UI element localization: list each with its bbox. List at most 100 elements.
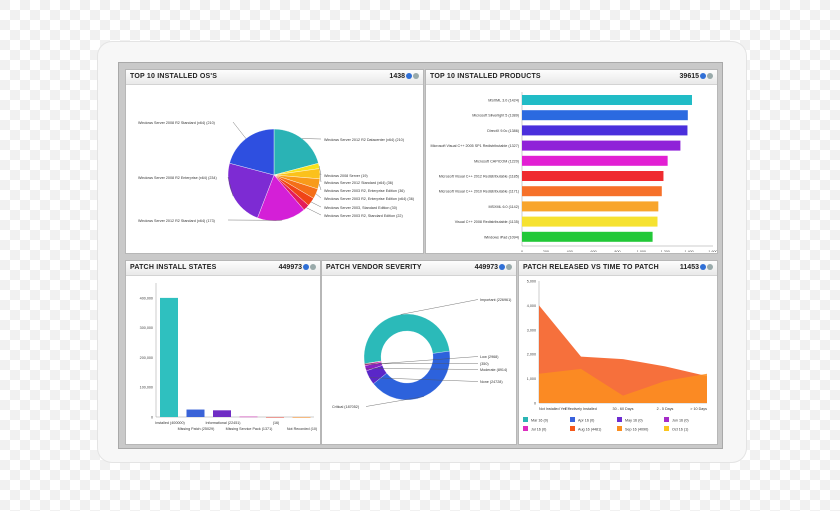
patch-install-x-label: Missing Service Pack (1371)	[226, 427, 273, 431]
patch-install-x-label: Missing Patch (25029)	[178, 427, 215, 431]
vendor-label-leader	[400, 299, 479, 315]
products-x-tick: 0	[521, 250, 523, 252]
os-slice-label: Windows Server 2012 Standard (x64) (36)	[324, 181, 393, 185]
vendor-panel-count: 449973	[474, 264, 498, 271]
link-icon[interactable]	[506, 264, 512, 270]
patch-install-bar	[292, 416, 311, 418]
info-icon[interactable]	[406, 73, 412, 79]
info-icon[interactable]	[700, 264, 706, 270]
vendor-donut-slice	[363, 313, 450, 364]
os-slice-label: Windows Server 2003, Standard Edition (3…	[324, 206, 397, 210]
os-panel-icons	[406, 73, 420, 80]
vendor-slice-label: Important (226961)	[480, 298, 511, 302]
os-pie-slice	[273, 128, 319, 176]
link-icon[interactable]	[707, 73, 713, 79]
products-panel-count: 39615	[679, 73, 699, 80]
patch-install-x-label: Informational (22451)	[205, 421, 240, 425]
products-bar-label: MSXML 3.0 (1424)	[488, 99, 519, 103]
released-legend-swatch	[570, 426, 575, 431]
released-legend-swatch	[664, 417, 669, 422]
products-panel-header: TOP 10 INSTALLED PRODUCTS 39615	[426, 70, 717, 85]
products-bar	[522, 201, 659, 212]
os-slice-label: Windows Server 2003 R2, Standard Edition…	[324, 214, 403, 218]
os-slice-label: Windows Server 2012 R2 Standard (x64) (1…	[138, 219, 215, 223]
vendor-label-leader	[369, 377, 479, 382]
products-bar-label: Visual C++ 2008 Redistributable (1135)	[455, 220, 519, 224]
released-legend-swatch	[570, 417, 575, 422]
released-legend-label: Jul 16 (0)	[531, 428, 546, 432]
vendor-slice-label: None (24728)	[480, 380, 503, 384]
products-x-tick: 200	[543, 250, 549, 252]
patch-install-bar	[213, 410, 231, 417]
products-x-tick: 1,200	[661, 250, 670, 252]
released-y-tick: 4,000	[527, 304, 536, 308]
os-panel-count: 1438	[389, 73, 405, 80]
products-bar	[522, 95, 692, 105]
released-legend-swatch	[617, 426, 622, 431]
products-panel: TOP 10 INSTALLED PRODUCTS 39615 MSXML 3.…	[425, 69, 718, 254]
products-bar	[522, 171, 664, 181]
os-slice-label: Windows Server 2003 R2, Enterprise Editi…	[324, 189, 405, 193]
products-x-tick: 1,600	[708, 250, 717, 252]
vendor-slice-label: Moderate (8914)	[480, 368, 507, 372]
products-panel-title: TOP 10 INSTALLED PRODUCTS	[430, 73, 541, 80]
os-label-leader	[227, 176, 234, 196]
info-icon[interactable]	[499, 264, 505, 270]
released-panel-title: PATCH RELEASED VS TIME TO PATCH	[523, 264, 659, 271]
released-x-label: > 10 Days	[690, 407, 707, 411]
os-slice-label: Windows Server 2003 R2, Enterprise Editi…	[324, 197, 414, 201]
os-pie-slice	[229, 128, 275, 176]
products-bar-label: Microsoft Visual C++ 2012 Redistributabl…	[439, 175, 519, 179]
products-bar-chart: MSXML 3.0 (1424) Microsoft Silverlight 5 …	[431, 92, 717, 252]
released-legend-label: May 16 (0)	[625, 419, 643, 423]
products-bar-label: Microsoft Silverlight 5 (1389)	[472, 114, 519, 118]
products-x-tick: 1,000	[637, 250, 646, 252]
os-label-leader	[232, 121, 247, 139]
released-x-label: Effectively Installed	[565, 407, 597, 411]
os-panel: TOP 10 INSTALLED OS'S 1438 Windows Serve…	[125, 69, 424, 254]
patch-install-x-label: (16)	[273, 421, 280, 425]
released-legend-label: Apr 16 (0)	[578, 419, 594, 423]
patch-install-bar	[186, 409, 205, 417]
link-icon[interactable]	[310, 264, 316, 270]
products-x-tick: 400	[567, 250, 573, 252]
patch-install-bar-chart: 0 100,000 200,000 300,000 400,000 Installed (…	[140, 283, 317, 431]
vendor-label-leader	[365, 396, 424, 407]
vendor-panel-header: PATCH VENDOR SEVERITY 449973	[322, 261, 516, 276]
products-bar	[522, 231, 653, 242]
released-x-label: 30 - 60 Days	[613, 407, 634, 411]
vendor-panel-title: PATCH VENDOR SEVERITY	[326, 264, 422, 271]
patch-install-panel-count: 449973	[278, 264, 302, 271]
vendor-label-leader	[364, 356, 479, 366]
info-icon[interactable]	[700, 73, 706, 79]
os-label-leader	[319, 173, 322, 183]
products-bar-label: Microsoft Visual C++ 2010 Redistributabl…	[439, 190, 519, 194]
released-x-label: 2 - 5 Days	[657, 407, 674, 411]
os-slice-label: Windows Server 2008 R2 Standard (x64) (2…	[138, 121, 215, 125]
os-label-leader	[311, 201, 322, 208]
products-panel-icons	[700, 73, 714, 80]
patch-install-panel-icons	[303, 264, 317, 271]
released-legend-label: Jun 16 (0)	[672, 419, 689, 423]
released-y-tick: 5,000	[527, 280, 536, 284]
products-bar-label: Windows iPad (1094)	[484, 235, 519, 239]
info-icon[interactable]	[303, 264, 309, 270]
vendor-slice-label: (350)	[480, 362, 489, 366]
patch-install-y-tick: 100,000	[140, 386, 153, 390]
patch-install-bar	[160, 297, 178, 417]
released-y-tick: 0	[534, 402, 536, 406]
products-bar	[522, 186, 662, 197]
patch-install-panel: PATCH INSTALL STATES 449973 0 100,000 200,…	[125, 260, 321, 445]
os-label-leader	[318, 165, 322, 176]
vendor-slice-label: Low (2968)	[480, 355, 498, 359]
released-legend-label: Aug 16 (4481)	[578, 428, 601, 432]
products-x-tick: 800	[614, 250, 620, 252]
released-legend-swatch	[664, 426, 669, 431]
patch-install-bar	[239, 416, 258, 418]
released-y-tick: 3,000	[527, 328, 536, 332]
link-icon[interactable]	[707, 264, 713, 270]
products-bar	[522, 155, 668, 166]
link-icon[interactable]	[413, 73, 419, 79]
released-legend-swatch	[617, 417, 622, 422]
released-legend-swatch	[523, 417, 528, 422]
